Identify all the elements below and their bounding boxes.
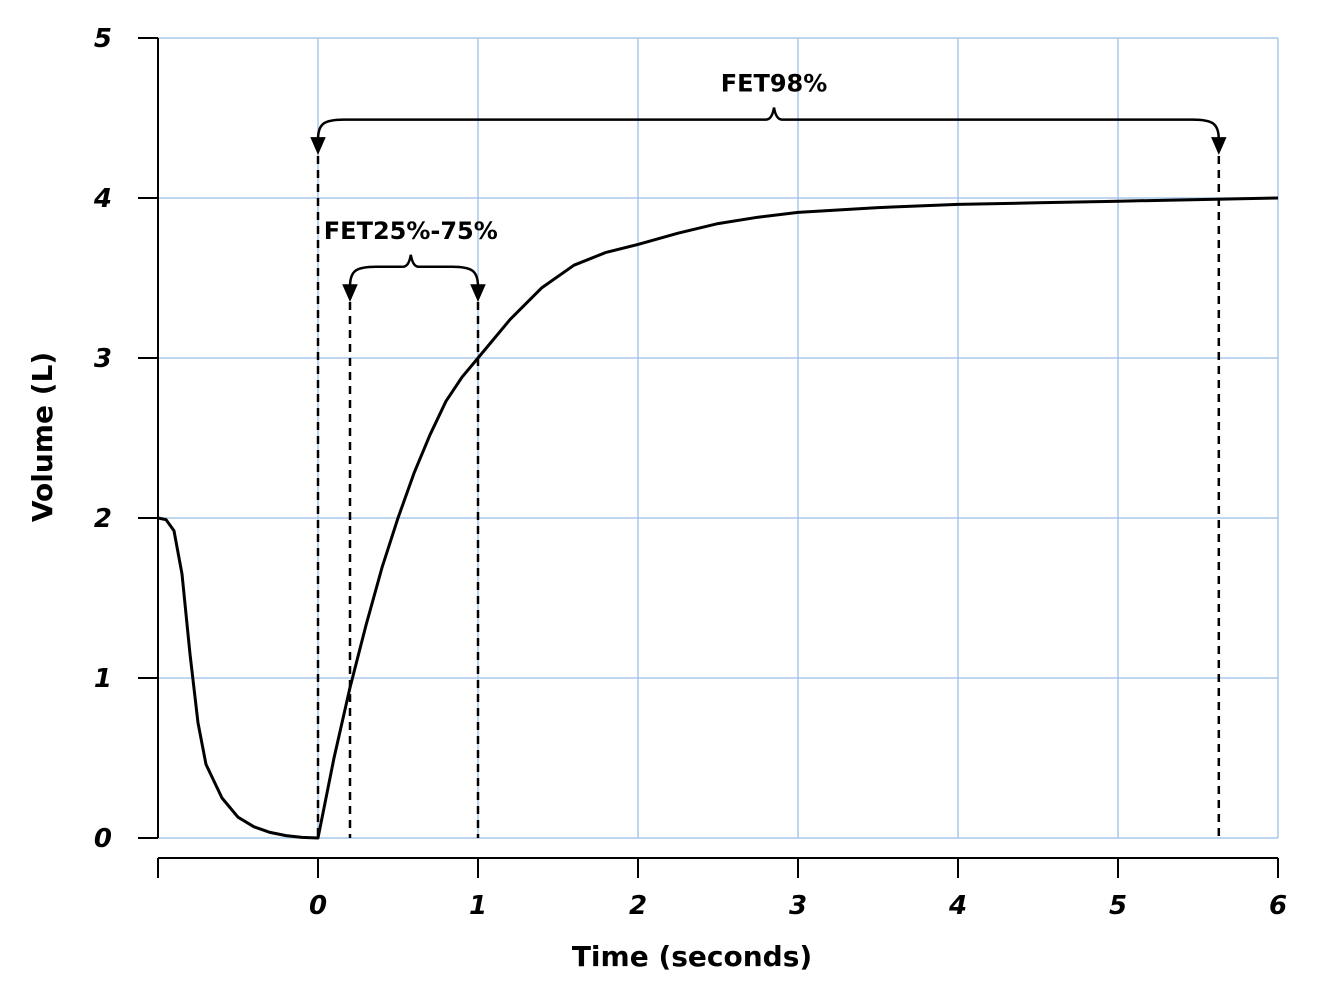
arrowhead [470,284,486,303]
x-tick-label: 0 [309,891,327,921]
axes: 0 1 2 3 4 5 0 1 2 3 4 5 6 [93,24,1287,921]
annotation-label: FET98% [721,70,828,98]
x-tick-label: 4 [948,891,967,921]
annotations: FET98% FET25%-75% [310,70,1227,303]
annotation-label: FET25%-75% [324,217,498,245]
series-line [157,196,1279,840]
series [157,196,1279,840]
grid [157,37,1279,839]
x-tick-label: 1 [469,891,487,921]
y-tick-label: 2 [94,504,112,534]
y-tick-label: 0 [94,824,112,854]
arrowhead [342,284,358,303]
x-tick-label: 2 [629,891,647,921]
x-tick-label: 6 [1269,891,1287,921]
x-tick-label: 3 [789,891,807,921]
y-tick-label: 1 [94,664,112,694]
x-axis-title: Time (seconds) [572,940,812,973]
y-tick-label: 5 [94,24,112,54]
y-tick-label: 4 [93,184,112,214]
arrowhead [310,137,326,155]
brace [348,254,480,287]
arrowhead [1211,137,1227,155]
x-tick-label: 5 [1109,891,1127,921]
y-tick-label: 3 [94,344,112,374]
marker-lines [316,142,1221,838]
y-axis-title: Volume (L) [26,352,59,522]
brace [316,107,1221,140]
